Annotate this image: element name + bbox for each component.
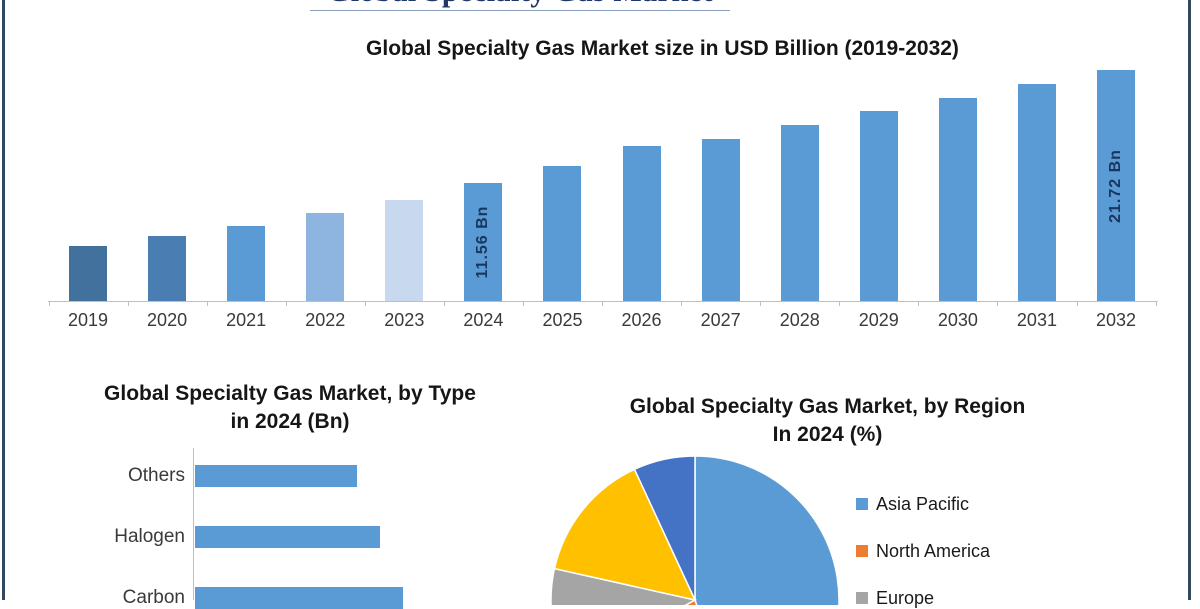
x-axis-tickmark [364, 302, 366, 306]
x-tick-label-2027: 2027 [700, 310, 741, 330]
region-pie-chart [550, 455, 840, 605]
type-bar-halogen [195, 526, 380, 548]
x-axis-tickmark [522, 302, 524, 306]
x-axis-tickmark [127, 302, 129, 306]
x-axis-tickmark [681, 302, 683, 306]
x-tick-label-2026: 2026 [621, 310, 662, 330]
x-tick-label-2031: 2031 [1016, 310, 1057, 330]
x-tick-label-2022: 2022 [305, 310, 346, 330]
year-chart-title: Global Specialty Gas Market size in USD … [366, 37, 959, 60]
right-border [1188, 0, 1191, 600]
x-tick-label-2024: 2024 [463, 310, 504, 330]
x-tick-label-2020: 2020 [147, 310, 188, 330]
x-axis-tickmark [1155, 302, 1157, 306]
year-bar-2032: 21.72 Bn [1097, 70, 1136, 301]
year-bar-2019 [69, 246, 107, 301]
pie-slice-europe [550, 567, 698, 605]
year-bar-2020 [148, 236, 187, 301]
type-bar-others [195, 465, 357, 487]
x-axis-tickmark [285, 302, 287, 306]
type-chart-title-line2: in 2024 (Bn) [230, 410, 350, 433]
year-bar-2026 [622, 146, 661, 301]
pie-slice-item-4 [633, 455, 696, 601]
year-bar-2022 [306, 213, 345, 301]
pie-slice-item-3 [553, 468, 697, 602]
x-tick-label-2032: 2032 [1096, 310, 1137, 330]
pie-slice-asia-pacific [694, 455, 840, 605]
type-chart-title-line1: Global Specialty Gas Market, by Type [104, 382, 476, 405]
x-tick-label-2023: 2023 [384, 310, 425, 330]
legend-label-europe: Europe [876, 588, 935, 608]
x-tick-label-2025: 2025 [542, 310, 583, 330]
year-chart-x-axis [48, 301, 1158, 302]
year-bar-2027 [701, 139, 740, 301]
type-chart-y-axis [193, 448, 194, 600]
legend-marker-europe [856, 592, 868, 604]
x-tick-label-2029: 2029 [858, 310, 899, 330]
x-axis-tickmark [760, 302, 762, 306]
x-axis-tickmark [443, 302, 445, 306]
x-tick-label-2021: 2021 [226, 310, 267, 330]
year-bar-2028 [780, 125, 819, 301]
legend-marker-asia-pacific [856, 498, 868, 510]
page-title: Global Specialty Gas Market [310, 0, 730, 11]
region-chart-title-line2: In 2024 (%) [772, 423, 883, 446]
legend-marker-north-america [856, 545, 868, 557]
x-axis-tickmark [602, 302, 604, 306]
x-tick-label-2019: 2019 [67, 310, 109, 330]
year-bar-2023 [385, 200, 424, 301]
x-axis-tickmark [1076, 302, 1078, 306]
type-label-others: Others [127, 465, 185, 486]
region-chart-title-line1: Global Specialty Gas Market, by Region [629, 395, 1026, 418]
type-label-halogen: Halogen [114, 526, 185, 547]
year-bar-2029 [859, 111, 898, 301]
x-axis-tickmark [918, 302, 920, 306]
x-axis-tickmark [839, 302, 841, 306]
year-bar-2025 [543, 166, 582, 301]
year-bar-2031 [1017, 84, 1056, 301]
legend-label-asia-pacific: Asia Pacific [876, 494, 970, 514]
legend-label-north-america: North America [876, 541, 991, 561]
year-bar-2021 [227, 226, 266, 301]
x-axis-tickmark [48, 302, 50, 306]
left-border [2, 0, 5, 600]
x-tick-label-2030: 2030 [937, 310, 978, 330]
x-axis-tickmark [206, 302, 208, 306]
x-tick-label-2028: 2028 [779, 310, 820, 330]
year-bar-2030 [938, 98, 977, 301]
year-bar-2024: 11.56 Bn [464, 183, 503, 301]
x-axis-tickmark [997, 302, 999, 306]
